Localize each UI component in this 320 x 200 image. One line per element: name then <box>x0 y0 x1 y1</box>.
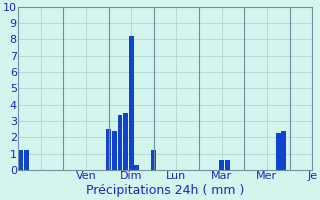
Bar <box>123 113 128 170</box>
Bar <box>151 150 156 170</box>
Bar <box>276 133 281 170</box>
Bar <box>129 36 134 170</box>
Bar <box>24 150 29 170</box>
Bar <box>225 160 230 170</box>
Bar <box>134 165 139 170</box>
Bar <box>106 129 111 170</box>
Bar <box>112 131 117 170</box>
X-axis label: Précipitations 24h ( mm ): Précipitations 24h ( mm ) <box>86 184 244 197</box>
Bar <box>19 150 23 170</box>
Bar <box>282 131 286 170</box>
Bar <box>219 160 224 170</box>
Bar <box>117 115 122 170</box>
